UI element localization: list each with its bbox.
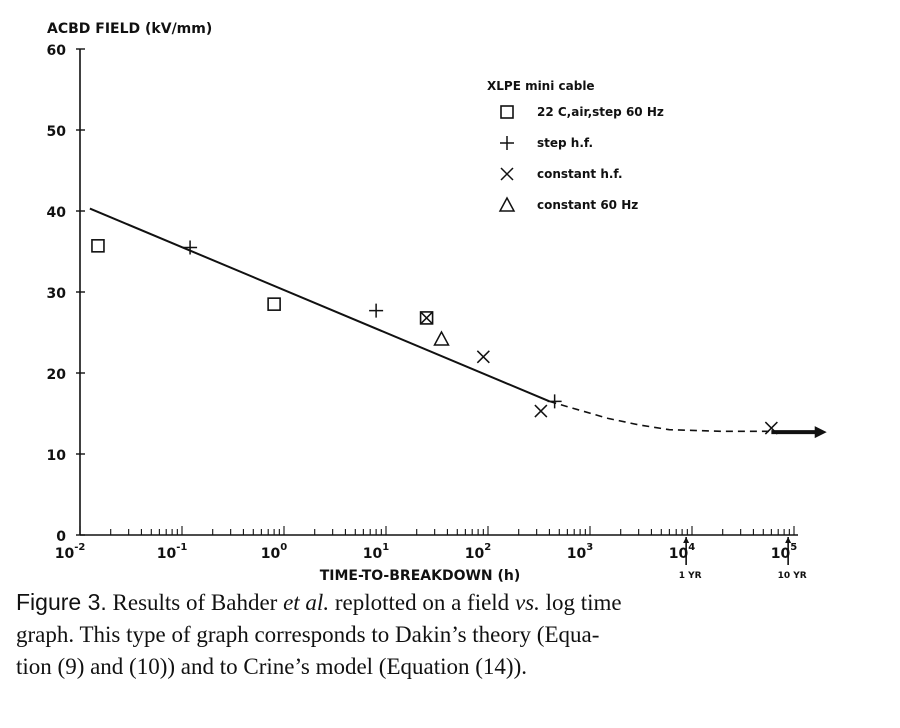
legend: XLPE mini cable 22 C,air,step 60 Hz step h… [487, 79, 664, 212]
x-tick-label: 10-2 [55, 542, 86, 562]
data-point-x [476, 350, 490, 364]
caption-line-3: tion (9) and (10)) and to Crine’s model … [16, 654, 527, 679]
caption-line-1: Figure 3. Results of Bahder et al. replo… [16, 586, 884, 619]
data-point-plus [547, 394, 562, 409]
time-marker-arrowhead [785, 537, 792, 543]
x-tick-exponent: 3 [586, 542, 593, 553]
legend-marker-square [500, 105, 514, 119]
caption-text-1b: et al. [283, 590, 330, 615]
caption-text-1c: replotted on a field [329, 590, 515, 615]
caption-text-1a: Results of Bahder [112, 590, 284, 615]
x-tick-label: 103 [567, 542, 593, 562]
legend-marker-triangle [498, 196, 516, 212]
y-tick-label: 40 [47, 205, 67, 221]
x-tick-label: 104 [669, 542, 695, 562]
x-tick-exponent: 4 [688, 542, 695, 553]
x-tick-base: 10 [567, 546, 587, 562]
data-point-x [420, 311, 434, 325]
caption-label: Figure 3. [16, 589, 107, 615]
x-tick-exponent: 5 [790, 542, 797, 553]
x-tick-label: 10-1 [157, 542, 188, 562]
y-tick-label: 0 [56, 529, 66, 545]
caption-text-1d: vs. [514, 590, 540, 615]
x-axis-title: TIME-TO-BREAKDOWN (h) [320, 568, 521, 584]
y-tick-label: 50 [47, 124, 67, 140]
data-point-plus [369, 303, 384, 318]
x-tick-exponent: -1 [176, 542, 187, 553]
x-tick-base: 10 [55, 546, 75, 562]
x-tick-base: 10 [669, 546, 689, 562]
data-point-square [91, 239, 105, 253]
time-marker-label: 1 YR [679, 571, 702, 581]
x-tick-exponent: 0 [280, 542, 287, 553]
x-tick-base: 10 [261, 546, 281, 562]
x-tick-base: 10 [363, 546, 383, 562]
x-tick-exponent: 1 [382, 542, 389, 553]
legend-marker-plus [500, 136, 514, 150]
x-tick-base: 10 [157, 546, 177, 562]
data-point-triangle [433, 330, 450, 346]
y-tick-label: 60 [47, 43, 67, 59]
fit-lines [89, 207, 827, 439]
caption-text-1e: log time [539, 590, 622, 615]
legend-label: step h.f. [537, 136, 593, 150]
legend-label: 22 C,air,step 60 Hz [537, 105, 664, 119]
data-point-square [419, 311, 434, 325]
x-tick-label: 102 [465, 542, 491, 562]
data-point-x [764, 421, 778, 435]
time-marker-arrowhead [683, 537, 690, 543]
legend-marker-x [500, 167, 514, 181]
time-marker-label: 10 YR [778, 571, 807, 581]
figure-caption: Figure 3. Results of Bahder et al. replo… [16, 586, 884, 683]
y-axis-title: ACBD FIELD (kV/mm) [47, 21, 212, 37]
x-tick-label: 101 [363, 542, 389, 562]
data-point-x [534, 404, 548, 418]
caption-line-2: graph. This type of graph corresponds to… [16, 622, 600, 647]
legend-label: constant 60 Hz [537, 198, 638, 212]
x-tick-label: 100 [261, 542, 287, 562]
legend-label: constant h.f. [537, 167, 623, 181]
data-point-square [267, 297, 281, 311]
y-tick-label: 10 [47, 448, 67, 464]
x-tick-base: 10 [771, 546, 791, 562]
y-tick-label: 20 [47, 367, 67, 383]
fit-line [89, 207, 550, 403]
x-tick-label: 105 [771, 542, 797, 562]
extrapolation-arrowhead [814, 426, 827, 439]
extrapolation-line [549, 400, 795, 433]
x-minor-ticks [79, 526, 795, 535]
x-tick-exponent: 2 [484, 542, 491, 553]
x-tick-exponent: -2 [74, 542, 85, 553]
legend-title: XLPE mini cable [487, 79, 595, 93]
axes [76, 48, 798, 565]
x-tick-base: 10 [465, 546, 485, 562]
data-points [91, 239, 778, 435]
y-tick-label: 30 [47, 286, 67, 302]
data-point-plus [183, 240, 198, 255]
